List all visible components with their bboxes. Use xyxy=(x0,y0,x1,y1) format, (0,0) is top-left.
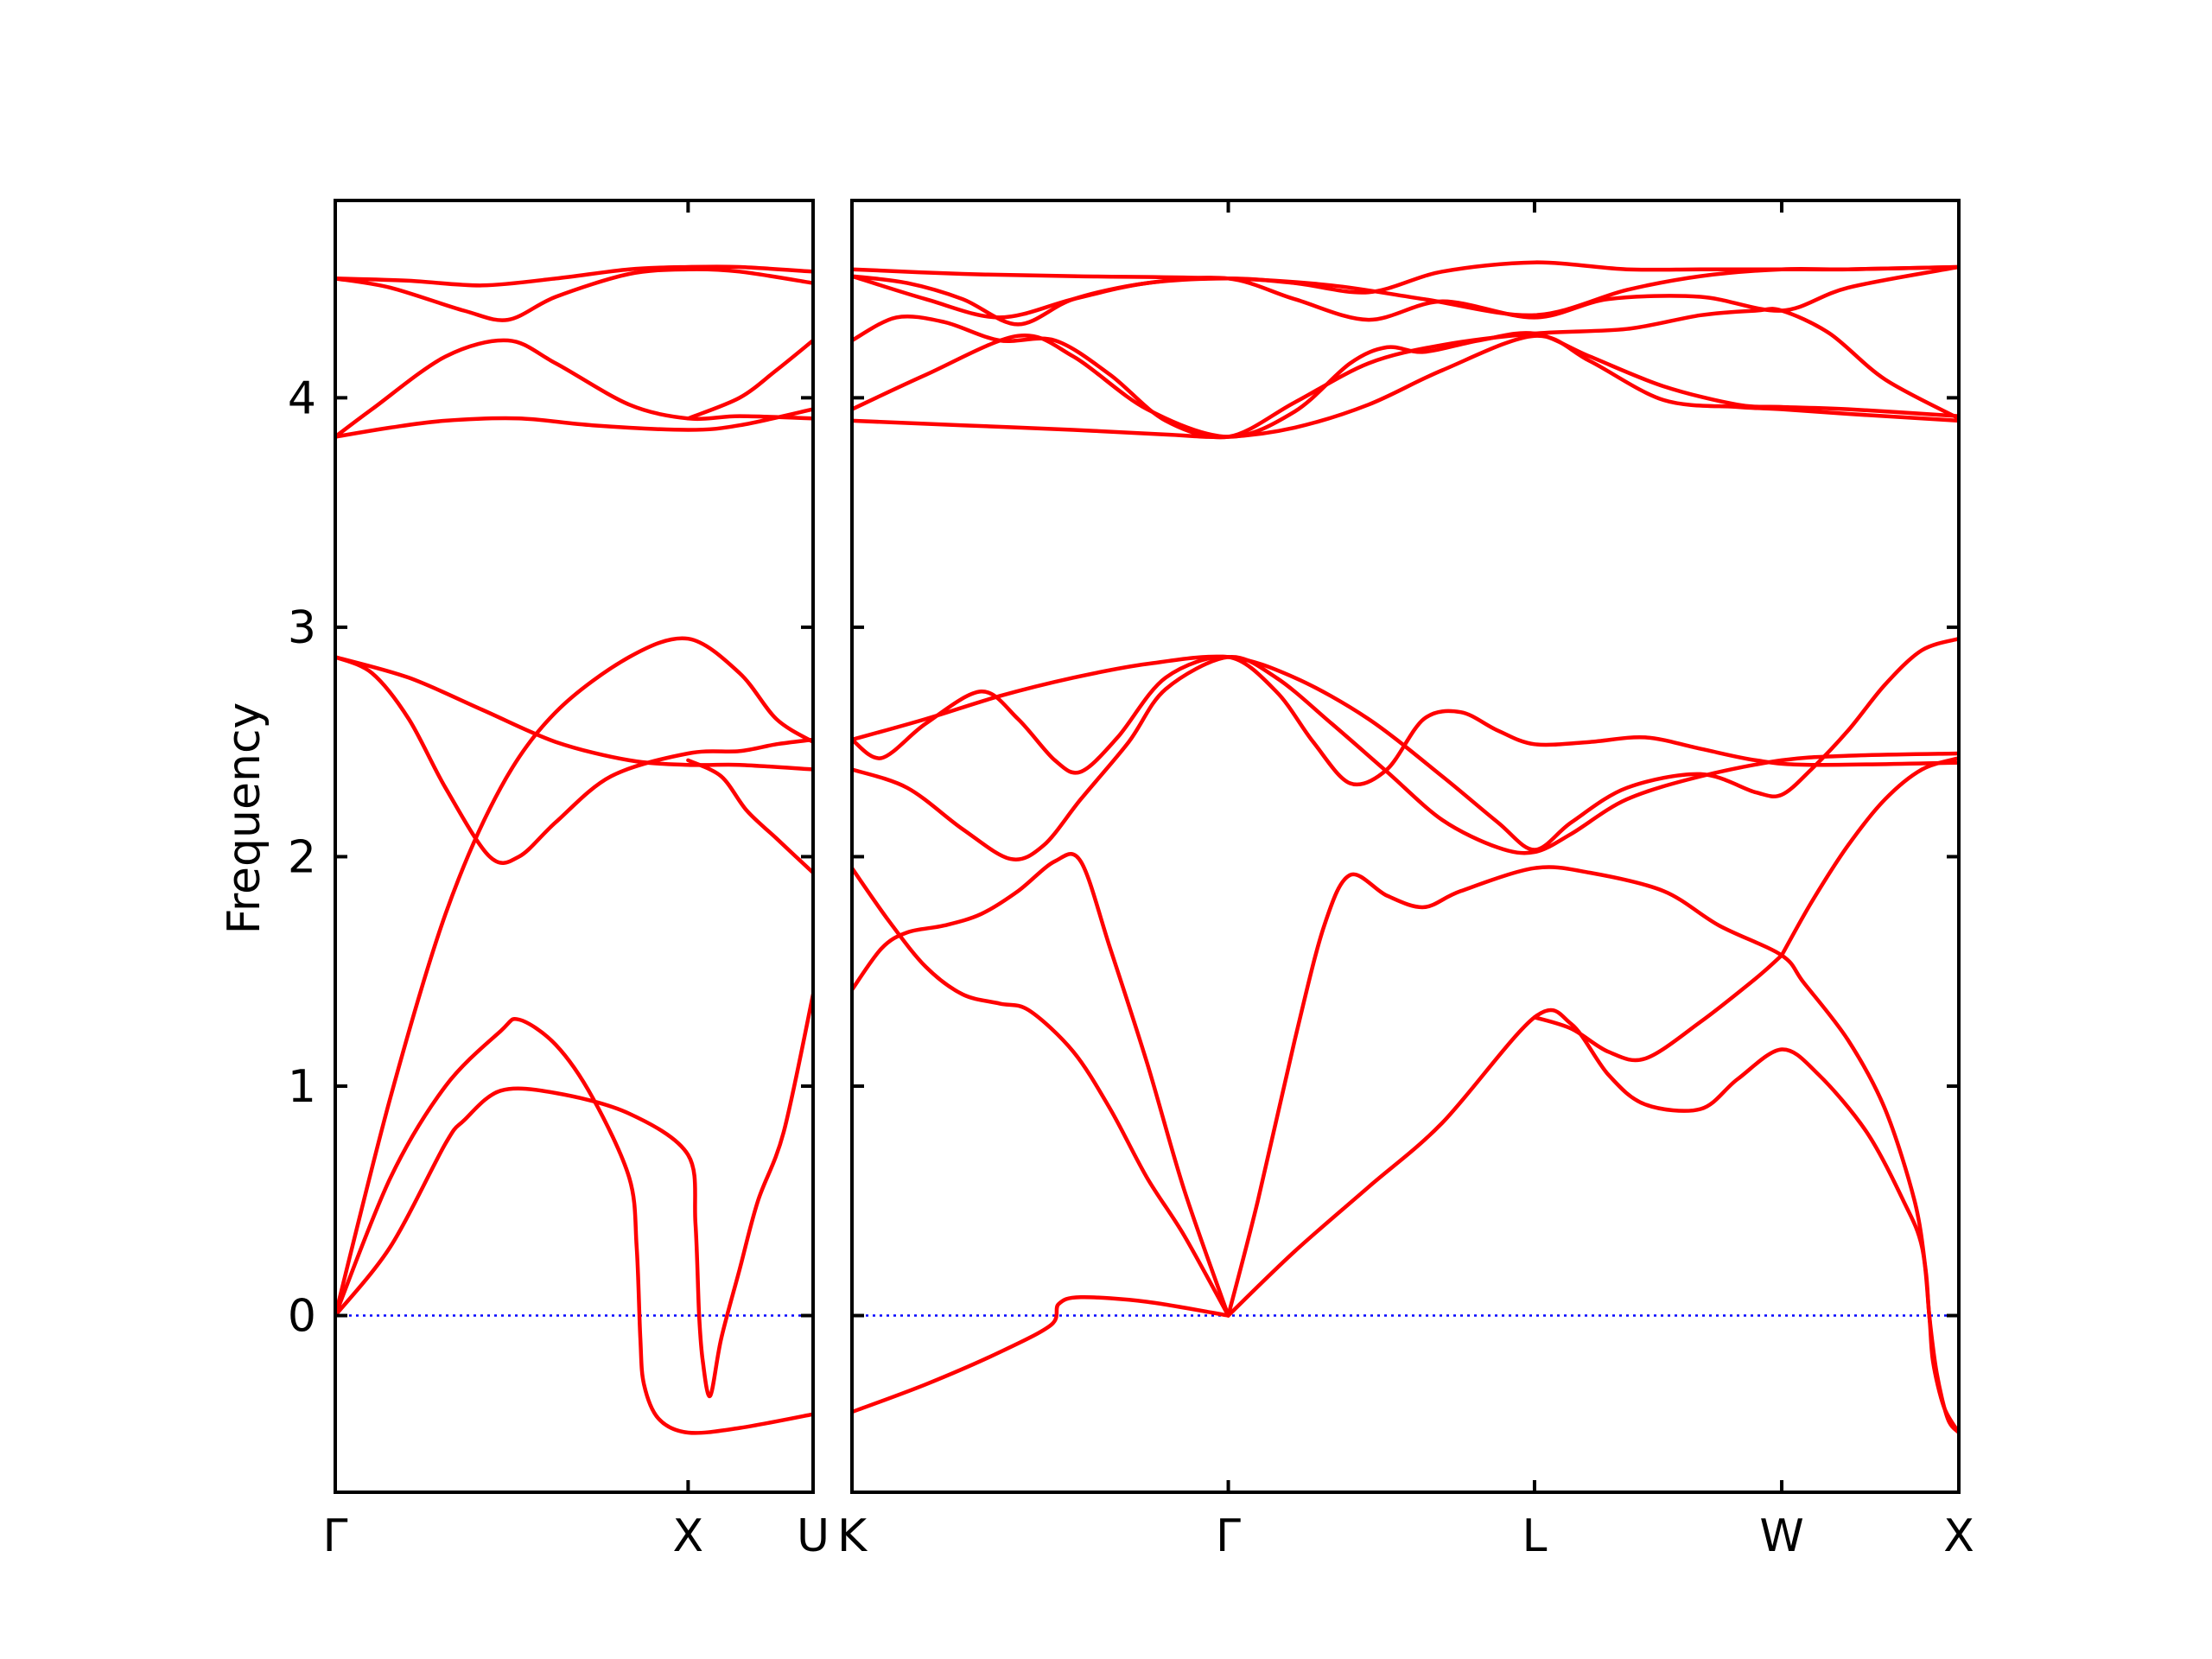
x-tick-label-1: Γ xyxy=(323,1510,348,1562)
band-line-5 xyxy=(335,992,813,1398)
x-tick-label-3: U xyxy=(797,1510,830,1562)
band-line-4 xyxy=(1532,953,1784,1063)
band-line-16 xyxy=(852,264,1959,318)
y-tick-label: 1 xyxy=(288,1061,316,1113)
band-line-10 xyxy=(335,264,813,288)
band-line-1 xyxy=(335,1016,813,1435)
y-tick-label: 2 xyxy=(288,831,316,883)
y-tick-label: 3 xyxy=(288,602,316,654)
band-line-6 xyxy=(686,758,813,875)
y-tick-label: 0 xyxy=(288,1291,316,1343)
plot-frame xyxy=(334,199,815,1494)
x-tick-label-2: Γ xyxy=(1216,1510,1241,1562)
x-tick-label-3: L xyxy=(1522,1510,1547,1562)
band-line-4 xyxy=(335,655,813,772)
band-line-8 xyxy=(852,655,1959,861)
band-line-10 xyxy=(852,636,1959,852)
band-line-9 xyxy=(335,267,813,322)
chart-panel-left: 0 1 2 3 4 Γ X U xyxy=(288,199,830,1562)
plot-area xyxy=(852,260,1959,1435)
band-line-2 xyxy=(1226,1007,1959,1435)
band-line-3 xyxy=(1226,865,1959,1435)
band-line-8 xyxy=(335,338,813,439)
plot-frame xyxy=(850,199,1961,1494)
x-tick-label-5: X xyxy=(1943,1510,1974,1562)
band-line-14 xyxy=(852,264,1959,327)
band-line-9 xyxy=(852,654,1959,787)
plot-area xyxy=(335,264,813,1435)
y-axis-label-group: Frequency xyxy=(219,702,270,935)
x-tick-label-2: X xyxy=(673,1510,704,1562)
x-tick-label-4: W xyxy=(1759,1510,1803,1562)
band-line-6 xyxy=(852,851,1230,1318)
band-line-1 xyxy=(852,1295,1230,1414)
y-tick-label: 4 xyxy=(288,372,316,424)
y-axis-label: Frequency xyxy=(219,702,270,935)
band-line-3 xyxy=(335,655,813,865)
band-line-5 xyxy=(852,866,1230,1318)
band-line-13 xyxy=(852,307,1959,440)
band-line-7 xyxy=(335,407,813,439)
band-line-11 xyxy=(686,338,813,421)
x-tick-label-1: K xyxy=(837,1510,868,1562)
band-line-2 xyxy=(335,636,813,1318)
band-line-7 xyxy=(1779,756,1959,957)
band-line-12 xyxy=(852,331,1959,439)
